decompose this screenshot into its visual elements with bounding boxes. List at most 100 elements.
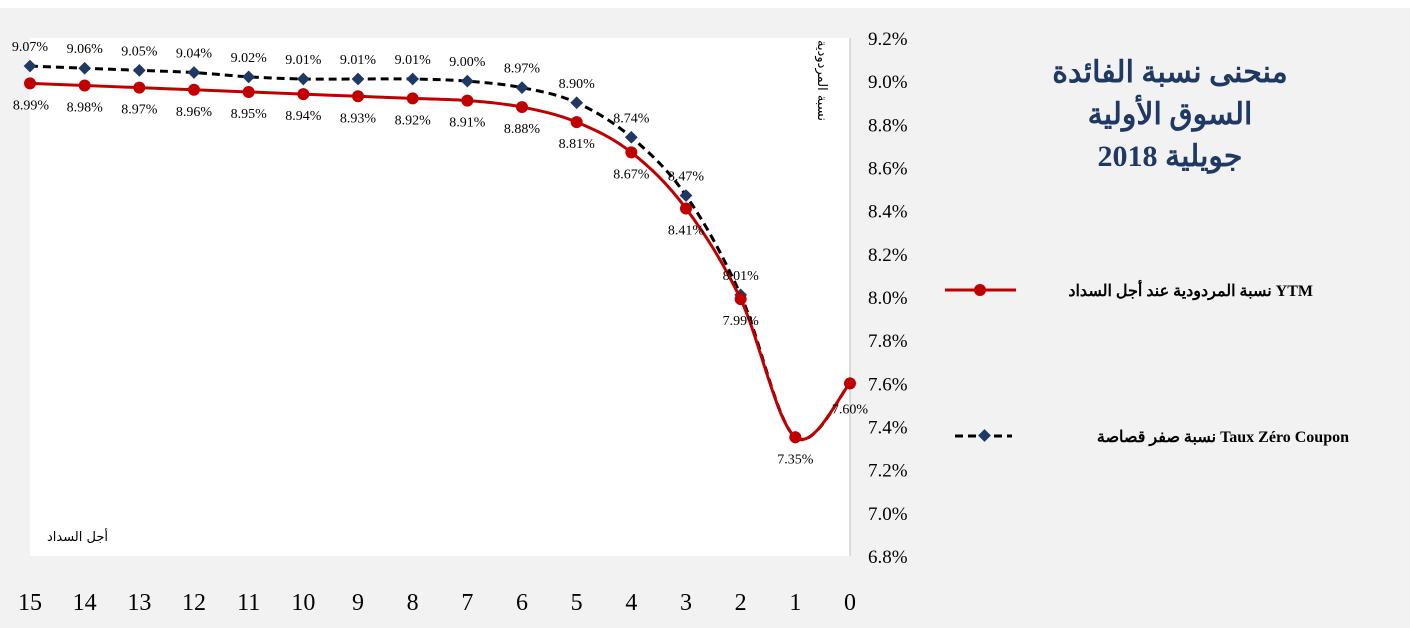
ytm-point xyxy=(625,146,638,159)
x-tick-label: 15 xyxy=(18,590,42,616)
legend: نسبة المردودية عند أجل السداد YTM نسبة ص… xyxy=(945,279,1349,447)
zero-coupon-data-label: 9.01% xyxy=(285,53,322,68)
zero-coupon-data-label: 9.04% xyxy=(176,47,213,62)
ytm-data-label: 8.98% xyxy=(67,100,104,115)
x-tick-label: 1 xyxy=(789,590,801,616)
ytm-point xyxy=(188,83,200,96)
ytm-point xyxy=(406,92,419,105)
y-tick-label: 7.0% xyxy=(868,504,908,525)
ytm-data-label: 8.41% xyxy=(668,224,705,239)
ytm-point xyxy=(734,293,747,306)
legend-marker-zero-coupon xyxy=(978,429,991,442)
ytm-data-label: 8.92% xyxy=(395,113,432,128)
x-tick-label: 12 xyxy=(182,590,206,616)
zero-coupon-data-label: 9.07% xyxy=(12,40,49,55)
y-tick-label: 7.2% xyxy=(868,461,908,482)
ytm-point xyxy=(680,202,692,215)
zero-coupon-point xyxy=(187,66,201,79)
y-tick-label: 8.2% xyxy=(868,245,908,266)
ytm-point xyxy=(78,79,91,92)
ytm-point xyxy=(789,431,802,444)
data-labels-ytm: 8.99% 8.98% 8.97% 8.96% 8.95% 8.94% 8.93% 8.92%… xyxy=(13,98,869,467)
ytm-data-label: 8.67% xyxy=(613,167,650,182)
zero-coupon-point xyxy=(351,72,365,86)
y-tick-label: 8.0% xyxy=(868,288,908,309)
chart-title-line-1: منحنى نسبة الفائدة xyxy=(1052,56,1287,89)
zero-coupon-point xyxy=(406,72,420,86)
zero-coupon-data-label: 9.06% xyxy=(67,42,104,57)
y-tick-label: 7.4% xyxy=(868,418,908,439)
x-tick-label: 2 xyxy=(735,590,747,616)
chart-title: منحنى نسبة الفائدة السوق الأولية جويلية … xyxy=(1052,56,1287,174)
y-tick-label: 7.8% xyxy=(868,331,908,352)
zero-coupon-data-label: 8.74% xyxy=(613,111,650,126)
y-axis-title: نسبة المردودية xyxy=(814,40,829,121)
ytm-data-label: 8.94% xyxy=(285,109,322,124)
y-tick-label: 9.2% xyxy=(868,29,908,50)
ytm-data-label: 8.97% xyxy=(121,103,158,118)
zero-coupon-data-label: 9.01% xyxy=(340,53,377,68)
y-tick-label: 6.8% xyxy=(868,547,908,568)
ytm-data-label: 8.99% xyxy=(13,98,50,113)
zero-coupon-data-label: 9.02% xyxy=(231,51,268,66)
x-tick-label: 11 xyxy=(237,590,260,616)
zero-coupon-data-label: 8.90% xyxy=(559,77,596,92)
zero-coupon-data-label: 8.97% xyxy=(504,62,541,77)
x-tick-label: 10 xyxy=(291,590,315,616)
legend-item-ytm: نسبة المردودية عند أجل السداد YTM xyxy=(945,279,1313,301)
ytm-data-label: 8.81% xyxy=(559,137,596,152)
ytm-data-label: 8.95% xyxy=(231,107,268,122)
ytm-data-label: 8.96% xyxy=(176,105,213,120)
chart-title-line-3: جويلية 2018 xyxy=(1098,140,1243,174)
x-axis-ticks: 15 14 13 12 11 10 9 8 7 6 5 4 3 2 1 0 xyxy=(18,590,856,616)
ytm-data-label: 8.93% xyxy=(340,111,377,126)
series-ytm xyxy=(24,77,856,444)
legend-item-zero-coupon: نسبة صفر قصاصة Taux Zéro Coupon xyxy=(955,429,1349,447)
x-tick-label: 13 xyxy=(127,590,151,616)
y-tick-label: 7.6% xyxy=(868,374,908,395)
zero-coupon-point xyxy=(132,64,146,77)
ytm-point xyxy=(352,90,364,103)
ytm-data-label: 7.60% xyxy=(832,402,869,417)
ytm-point xyxy=(297,88,310,101)
data-labels-zero-coupon: 9.07% 9.06% 9.05% 9.04% 9.02% 9.01% 9.01% 9.01%… xyxy=(12,40,759,284)
ytm-point xyxy=(516,101,528,114)
zero-coupon-data-label: 9.00% xyxy=(449,55,486,70)
ytm-data-label: 8.88% xyxy=(504,122,541,137)
ytm-point xyxy=(461,94,474,107)
legend-marker-ytm xyxy=(974,284,986,296)
x-tick-label: 8 xyxy=(407,590,419,616)
ytm-data-label: 8.91% xyxy=(449,116,486,131)
x-axis-title: أجل السداد xyxy=(47,528,108,545)
zero-coupon-data-label: 8.47% xyxy=(668,170,705,185)
x-tick-label: 7 xyxy=(461,590,473,616)
x-tick-label: 4 xyxy=(625,590,637,616)
zero-coupon-point xyxy=(242,70,256,84)
zero-coupon-point xyxy=(460,74,474,88)
zero-coupon-data-label: 9.05% xyxy=(121,44,158,59)
y-tick-label: 9.0% xyxy=(868,72,908,93)
zero-coupon-data-label: 8.01% xyxy=(723,269,760,284)
plot-area xyxy=(30,38,850,556)
x-tick-label: 0 xyxy=(844,590,856,616)
y-tick-label: 8.6% xyxy=(868,159,908,180)
x-tick-label: 14 xyxy=(73,590,97,616)
chart-title-line-2: السوق الأولية xyxy=(1088,95,1253,132)
legend-label-zero-coupon: نسبة صفر قصاصة Taux Zéro Coupon xyxy=(1097,429,1349,447)
y-axis-ticks: 9.2% 9.0% 8.8% 8.6% 8.4% 8.2% 8.0% 7.8% 7.6% 7.4%… xyxy=(868,29,908,568)
ytm-point xyxy=(570,116,583,129)
legend-label-ytm: نسبة المردودية عند أجل السداد YTM xyxy=(1068,279,1313,301)
y-tick-label: 8.8% xyxy=(868,115,908,136)
x-tick-label: 9 xyxy=(352,590,364,616)
ytm-point xyxy=(242,85,255,98)
y-tick-label: 8.4% xyxy=(868,202,908,223)
ytm-point xyxy=(24,77,36,90)
ytm-data-label: 7.35% xyxy=(777,452,814,467)
ytm-data-label: 7.99% xyxy=(723,314,760,329)
zero-coupon-data-label: 9.01% xyxy=(395,53,432,68)
zero-coupon-point xyxy=(296,72,310,86)
ytm-point xyxy=(133,81,146,94)
ytm-point xyxy=(844,377,856,390)
x-tick-label: 5 xyxy=(571,590,583,616)
